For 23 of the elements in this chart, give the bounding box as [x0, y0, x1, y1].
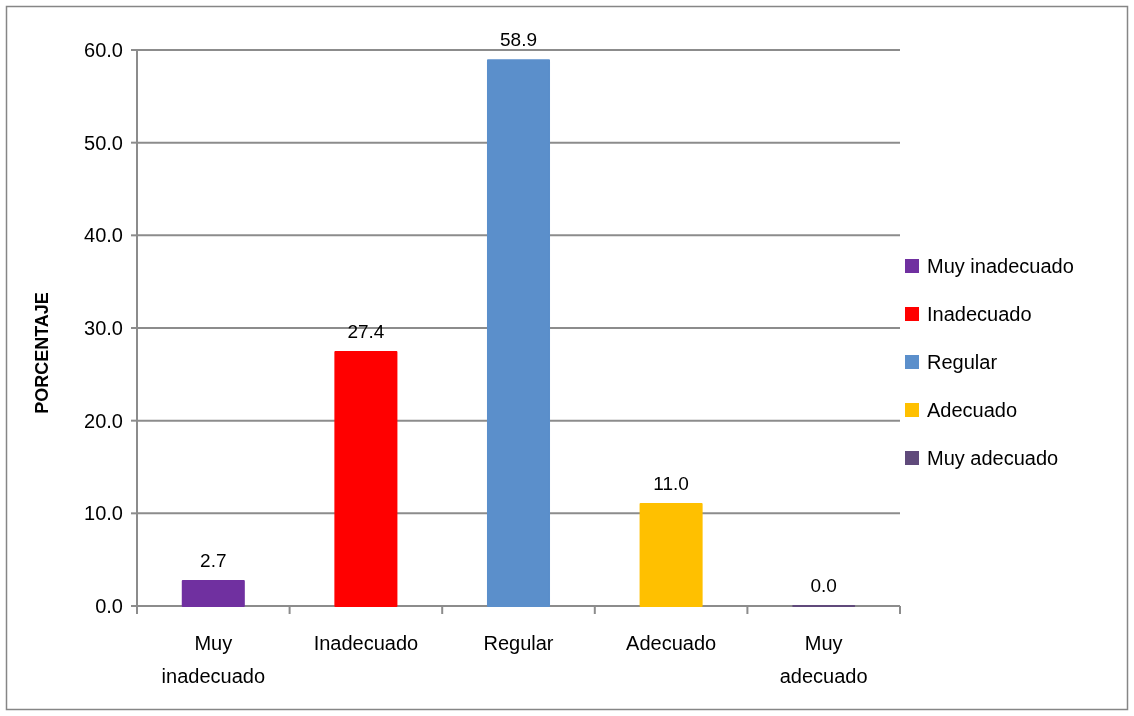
x-tick-label: Muy inadecuado [161, 632, 266, 687]
legend-label: Muy adecuado [927, 447, 1059, 469]
y-tick-label: 30.0 [84, 317, 123, 339]
legend-label: Muy inadecuado [927, 255, 1074, 277]
data-label: 2.7 [200, 549, 227, 571]
x-tick-label: Regular [483, 632, 554, 654]
y-tick-label: 60.0 [84, 39, 123, 61]
x-tick-label: Muy adecuado [779, 632, 868, 687]
x-tick-label: Adecuado [626, 632, 717, 654]
x-tick-label: Inadecuado [313, 632, 419, 654]
data-label: 27.4 [347, 321, 385, 343]
data-label: 58.9 [500, 29, 537, 51]
legend-label: Adecuado [927, 399, 1018, 421]
y-tick-label: 0.0 [95, 595, 123, 617]
y-tick-label: 50.0 [84, 131, 123, 154]
y-tick-label: 10.0 [84, 502, 123, 525]
legend-label: Regular [927, 351, 998, 373]
data-label: 11.0 [653, 473, 689, 495]
y-axis-title: PORCENTAJE [32, 292, 52, 414]
legend-label: Inadecuado [927, 303, 1032, 325]
data-label: 0.0 [810, 575, 837, 596]
y-tick-label: 20.0 [84, 409, 123, 432]
y-tick-label: 40.0 [84, 224, 123, 247]
